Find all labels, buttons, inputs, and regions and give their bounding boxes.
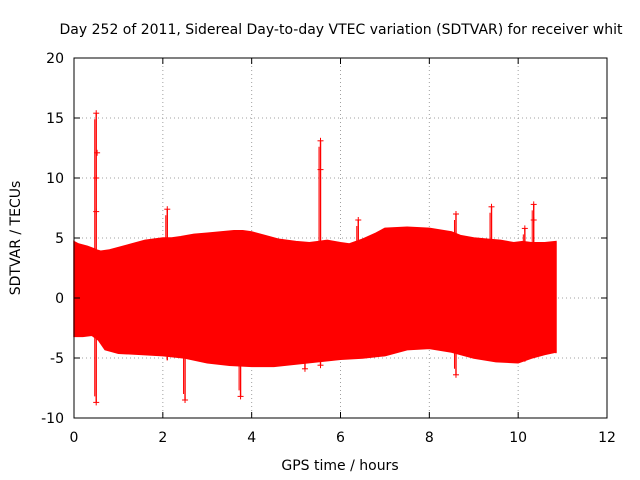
x-tick-label: 12 [598,430,616,446]
x-tick-label: 10 [509,430,527,446]
y-tick-label: -5 [50,351,64,367]
x-axis-label: GPS time / hours [281,458,398,474]
sdtvar-point-marker [452,371,459,378]
grid-lines [74,58,607,418]
sdtvar-point-marker [317,137,324,144]
sdtvar-point-marker [355,217,362,223]
x-tick-label: 0 [70,430,79,446]
sdtvar-point-marker [521,225,528,232]
y-tick-label: 0 [55,291,64,307]
y-axis-label: SDTVAR / TECUs [8,181,24,296]
sdtvar-point-marker [93,110,100,117]
sdtvar-point-marker [530,217,537,223]
y-tick-label: -10 [41,411,64,427]
sdtvar-point-marker [93,175,100,181]
sdtvar-point-marker [452,211,459,217]
y-tick-label: 5 [55,231,64,247]
x-tick-label: 2 [158,430,167,446]
x-tick-label: 4 [247,430,256,446]
y-tick-label: 20 [46,51,64,67]
data-layer [73,110,557,406]
sdtvar-point-marker [317,362,324,369]
y-tick-label: 15 [46,111,64,127]
sdtvar-point-marker [237,393,244,400]
chart-title: Day 252 of 2011, Sidereal Day-to-day VTE… [60,22,623,38]
sdtvar-point-marker [93,208,100,215]
sdtvar-point-marker [317,166,324,173]
y-tick-label: 10 [46,171,64,187]
sdtvar-point-marker [301,365,308,372]
sdtvar-point-marker [164,206,171,213]
x-tick-label: 6 [336,430,345,446]
x-tick-label: 8 [425,430,434,446]
sdtvar-point-marker [488,203,495,210]
sdtvar-point-marker [93,399,100,406]
sdtvar-point-marker [182,397,189,403]
sdtvar-point-marker [530,201,537,208]
axis-ticks: 0 2 4 6 8 10 12 -10 -5 0 5 10 15 20 [41,51,616,446]
sdtvar-point-marker [94,149,101,156]
sdtvar-dense-band [73,226,557,368]
